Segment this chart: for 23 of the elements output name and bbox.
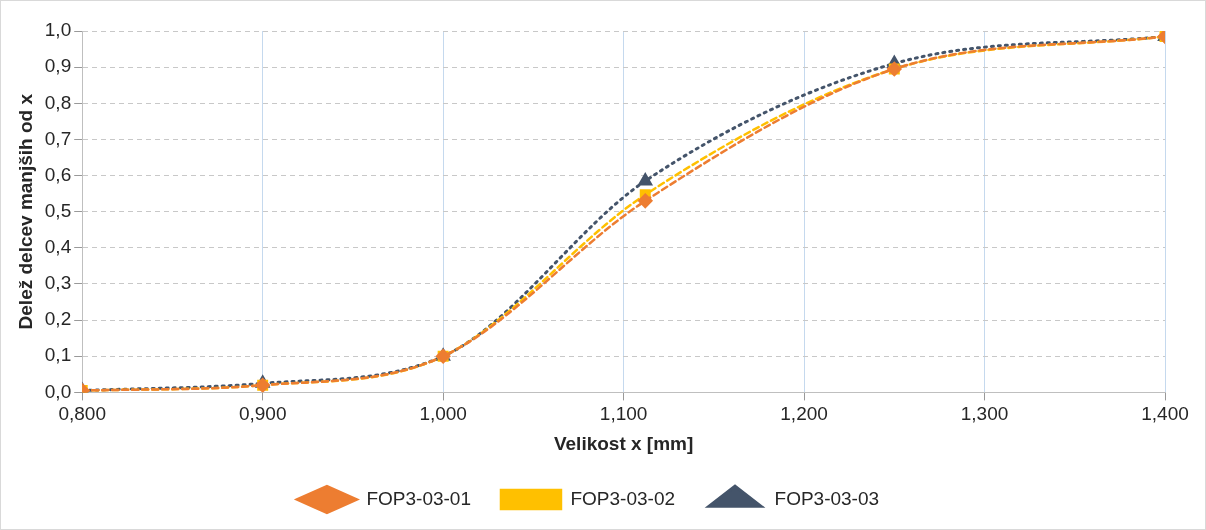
y-tick-label: 0,0 — [44, 380, 72, 402]
y-tick-label: 0,9 — [44, 55, 72, 77]
y-axis-title: Delež delcev manjših od x — [14, 93, 36, 330]
legend-label: FOP3-03-02 — [570, 487, 676, 509]
x-tick-label: 1,100 — [599, 403, 648, 425]
x-tick-label: 1,300 — [960, 403, 1009, 425]
legend-label: FOP3-03-03 — [774, 487, 880, 509]
y-tick-label: 0,2 — [44, 308, 72, 330]
y-tick-label: 1,0 — [44, 19, 72, 41]
y-tick-label: 0,4 — [44, 236, 72, 258]
y-tick-label: 0,3 — [44, 272, 72, 294]
x-tick-label: 0,900 — [238, 403, 287, 425]
y-tick-label: 0,1 — [44, 344, 72, 366]
y-tick-label: 0,6 — [44, 163, 72, 185]
legend-label: FOP3-03-01 — [366, 487, 471, 509]
x-tick-label: 1,400 — [1141, 403, 1189, 425]
x-tick-label: 0,800 — [58, 403, 106, 425]
x-tick-label: 1,000 — [419, 403, 467, 425]
y-tick-label: 0,7 — [44, 127, 72, 149]
x-tick-label: 1,200 — [780, 403, 828, 425]
y-tick-label: 0,5 — [44, 199, 72, 221]
x-axis-title: Velikost x [mm] — [553, 432, 694, 454]
y-tick-label: 0,8 — [44, 91, 72, 113]
